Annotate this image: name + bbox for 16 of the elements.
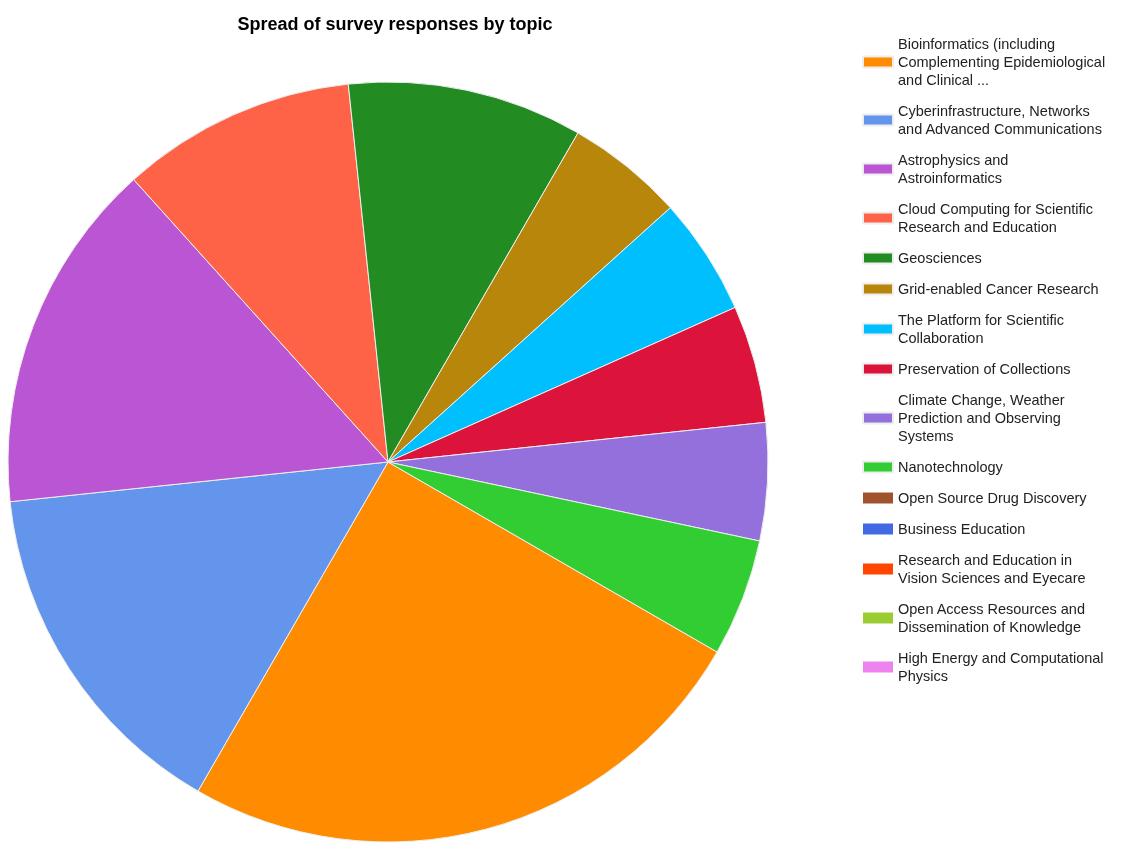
legend-label: Cyberinfrastructure, Networks and Advanced Communications <box>898 103 1102 137</box>
legend-label: The Platform for Scientific Collaboration <box>898 312 1069 346</box>
legend-label: Bioinformatics (including Complementing Epidemiological and Clinical ... <box>898 36 1110 88</box>
legend-label: Astrophysics and Astroinformatics <box>898 152 1013 186</box>
legend-label: Geosciences <box>898 250 982 266</box>
legend-label: Cloud Computing for Scientific Research and Education <box>898 201 1098 235</box>
legend-label: Research and Education in Vision Sciences and Eyecare <box>898 552 1086 586</box>
legend-label: Open Source Drug Discovery <box>898 490 1088 506</box>
chart-title: Spread of survey responses by topic <box>237 14 553 34</box>
legend-label: Grid-enabled Cancer Research <box>898 281 1099 297</box>
legend-label: Open Access Resources and Dissemination of Knowledge <box>898 601 1090 635</box>
legend-label: Nanotechnology <box>898 459 1004 475</box>
legend-label: Preservation of Collections <box>898 361 1071 377</box>
legend-label: High Energy and Computational Physics <box>898 650 1108 684</box>
legend-label: Business Education <box>898 521 1026 537</box>
legend-label: Climate Change, Weather Prediction and Observing Systems <box>898 392 1069 444</box>
